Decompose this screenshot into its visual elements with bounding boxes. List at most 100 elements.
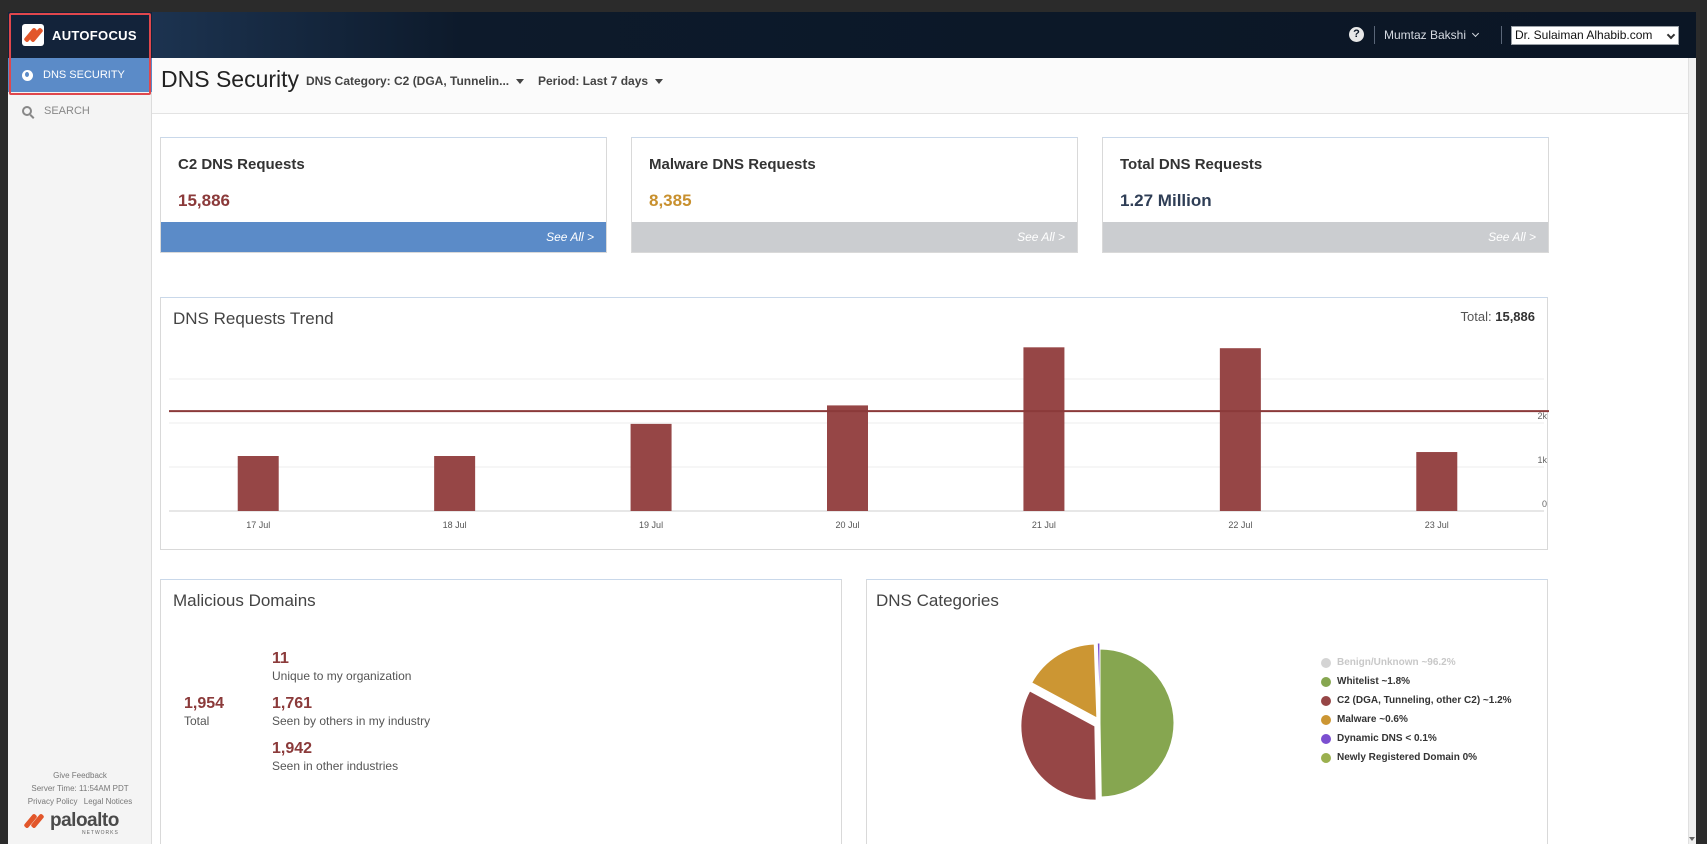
- pie-slice[interactable]: [1096, 642, 1101, 718]
- pie-slice[interactable]: [1031, 643, 1098, 719]
- x-tick-label: 18 Jul: [443, 520, 467, 530]
- x-tick-label: 21 Jul: [1032, 520, 1056, 530]
- see-all-bar[interactable]: See All >: [161, 222, 606, 252]
- see-all-link[interactable]: See All >: [1488, 230, 1536, 244]
- legend-item[interactable]: Malware ~0.6%: [1321, 710, 1512, 729]
- vendor-name: paloalto: [50, 810, 119, 831]
- unique-org-value: 11: [272, 650, 289, 667]
- legend-label: Whitelist ~1.8%: [1337, 676, 1411, 687]
- trend-bar[interactable]: [1219, 348, 1261, 511]
- sidebar: AUTOFOCUS DNS SECURITY SEARCH Give Feedb…: [8, 12, 152, 844]
- see-all-link[interactable]: See All >: [546, 230, 594, 244]
- autofocus-logo-icon: [22, 24, 44, 46]
- trend-bar[interactable]: [434, 456, 476, 511]
- trend-total: Total: 15,886: [1461, 309, 1535, 324]
- trend-bar[interactable]: [237, 456, 279, 511]
- y-tick-label: 0: [1542, 499, 1547, 509]
- period-filter[interactable]: Period: Last 7 days: [538, 74, 664, 88]
- globe-icon: [22, 69, 33, 81]
- stat-title: Malware DNS Requests: [649, 156, 816, 173]
- x-tick-label: 20 Jul: [835, 520, 859, 530]
- legend-label: Newly Registered Domain 0%: [1337, 752, 1478, 763]
- trend-bar[interactable]: [630, 423, 672, 511]
- c2-requests-card: C2 DNS Requests 15,886 See All >: [160, 137, 607, 253]
- see-all-link[interactable]: See All >: [1017, 230, 1065, 244]
- dns-requests-trend-panel: DNS Requests Trend Total: 15,886 0 1k 2k 17…: [160, 297, 1549, 550]
- see-all-bar[interactable]: See All >: [632, 222, 1077, 252]
- legend-dot-icon: [1321, 676, 1331, 687]
- page-title: DNS Security: [161, 66, 300, 92]
- trend-bar[interactable]: [1416, 452, 1458, 511]
- user-name: Mumtaz Bakshi: [1384, 28, 1467, 42]
- give-feedback-link[interactable]: Give Feedback: [53, 771, 107, 780]
- legend-item[interactable]: Newly Registered Domain 0%: [1321, 748, 1512, 767]
- panel-title: DNS Categories: [876, 591, 999, 610]
- x-tick-label: 17 Jul: [246, 520, 270, 530]
- paloalto-mark-icon: [22, 811, 48, 831]
- x-tick-label: 19 Jul: [639, 520, 663, 530]
- privacy-policy-link[interactable]: Privacy Policy: [27, 797, 78, 806]
- user-menu[interactable]: Mumtaz Bakshi: [1384, 28, 1480, 42]
- stat-title: C2 DNS Requests: [178, 156, 305, 173]
- organization-value: Dr. Sulaiman Alhabib.com: [1515, 28, 1653, 42]
- stat-value: 8,385: [649, 191, 692, 210]
- legend-item[interactable]: Dynamic DNS < 0.1%: [1321, 729, 1512, 748]
- top-bar: ? Mumtaz Bakshi Dr. Sulaiman Alhabib.com: [152, 12, 1696, 58]
- malicious-total-label: Total: [184, 714, 210, 728]
- divider: [1374, 26, 1375, 44]
- dns-categories-pie: [1020, 642, 1175, 801]
- chevron-down-icon: [1471, 29, 1480, 38]
- brand-name: AUTOFOCUS: [52, 27, 137, 43]
- trend-chart: 0 1k 2k 17 Jul 18 Jul 19 Jul 20 Jul 21 Jul 22 Ju…: [169, 347, 1549, 530]
- sidebar-item-dns-security[interactable]: DNS SECURITY: [8, 58, 152, 92]
- chevron-down-icon: [1666, 30, 1676, 40]
- sidebar-footer: Give Feedback Server Time: 11:54AM PDT P…: [8, 769, 152, 808]
- paloalto-logo: paloalto NETWORKS: [22, 808, 140, 836]
- pie-legend: Benign/Unknown ~96.2% Whitelist ~1.8% C2…: [1321, 653, 1512, 767]
- legend-item[interactable]: C2 (DGA, Tunneling, other C2) ~1.2%: [1321, 691, 1512, 710]
- caret-down-icon: [516, 79, 525, 85]
- brand-header[interactable]: AUTOFOCUS: [8, 12, 152, 58]
- sidebar-item-label: DNS SECURITY: [43, 69, 125, 81]
- trend-bar[interactable]: [1023, 347, 1065, 511]
- vendor-subtitle: NETWORKS: [81, 830, 119, 836]
- help-icon[interactable]: ?: [1349, 27, 1364, 42]
- legend-dot-icon: [1321, 752, 1331, 763]
- industry-value: 1,761: [272, 695, 313, 712]
- organization-select[interactable]: Dr. Sulaiman Alhabib.com: [1511, 26, 1679, 45]
- stat-value: 15,886: [178, 191, 230, 210]
- pie-slice[interactable]: [1020, 690, 1097, 801]
- legend-item[interactable]: Whitelist ~1.8%: [1321, 672, 1512, 691]
- trend-total-value: 15,886: [1495, 309, 1535, 324]
- x-tick-label: 22 Jul: [1228, 520, 1252, 530]
- y-tick-label: 1k: [1537, 455, 1547, 465]
- dns-categories-panel: DNS Categories Benign/Unknown ~96.2% Whi…: [866, 579, 1548, 844]
- filter-label: DNS Category: C2 (DGA, Tunnelin...: [306, 74, 510, 88]
- page-header: DNS Security DNS Category: C2 (DGA, Tunn…: [152, 58, 1696, 114]
- panel-title: DNS Requests Trend: [173, 309, 334, 328]
- legend-dot-icon: [1321, 714, 1331, 725]
- legend-label: Malware ~0.6%: [1337, 714, 1408, 725]
- pie-slice[interactable]: [1099, 648, 1175, 798]
- legend-label: Dynamic DNS < 0.1%: [1337, 733, 1437, 744]
- legal-notices-link[interactable]: Legal Notices: [83, 797, 133, 806]
- y-tick-label: 2k: [1537, 411, 1547, 421]
- search-icon: [22, 106, 32, 116]
- main-content: C2 DNS Requests 15,886 See All > Malware…: [152, 114, 1696, 844]
- scrollbar[interactable]: [1688, 58, 1696, 844]
- see-all-bar[interactable]: See All >: [1103, 222, 1548, 252]
- legend-dot-icon: [1321, 733, 1331, 744]
- stat-title: Total DNS Requests: [1120, 156, 1263, 173]
- trend-bar[interactable]: [827, 405, 868, 511]
- legend-item[interactable]: Benign/Unknown ~96.2%: [1321, 653, 1512, 672]
- scroll-down-icon[interactable]: [1689, 837, 1695, 841]
- server-time: Server Time: 11:54AM PDT: [31, 784, 129, 793]
- x-tick-label: 23 Jul: [1425, 520, 1449, 530]
- legend-label: C2 (DGA, Tunneling, other C2) ~1.2%: [1337, 695, 1512, 706]
- malware-requests-card: Malware DNS Requests 8,385 See All >: [631, 137, 1078, 253]
- sidebar-item-search[interactable]: SEARCH: [8, 98, 152, 124]
- dns-category-filter[interactable]: DNS Category: C2 (DGA, Tunnelin...: [306, 74, 525, 88]
- legend-dot-icon: [1321, 695, 1331, 706]
- app-window: AUTOFOCUS DNS SECURITY SEARCH Give Feedb…: [8, 12, 1696, 844]
- panel-title: Malicious Domains: [173, 591, 316, 610]
